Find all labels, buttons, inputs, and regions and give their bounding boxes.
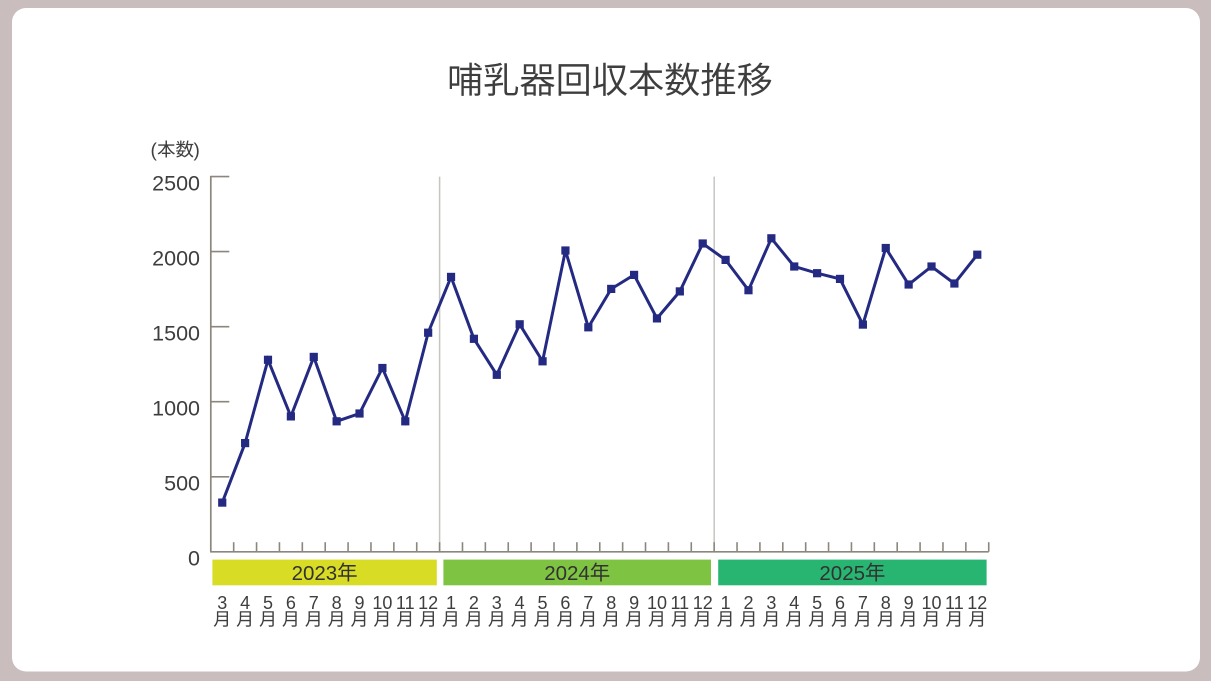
svg-text:10: 10 bbox=[647, 593, 667, 613]
svg-text:2024: 2024 bbox=[544, 562, 590, 585]
svg-text:10: 10 bbox=[922, 593, 942, 613]
svg-text:11: 11 bbox=[670, 593, 689, 613]
svg-text:3: 3 bbox=[766, 593, 776, 613]
svg-text:6: 6 bbox=[286, 593, 296, 613]
svg-text:7: 7 bbox=[309, 593, 319, 613]
svg-text:12: 12 bbox=[693, 593, 713, 613]
svg-text:6: 6 bbox=[835, 593, 845, 613]
svg-text:2000: 2000 bbox=[152, 246, 200, 270]
svg-text:5: 5 bbox=[538, 593, 548, 613]
svg-text:8: 8 bbox=[332, 593, 342, 613]
svg-text:6: 6 bbox=[560, 593, 570, 613]
svg-text:500: 500 bbox=[164, 472, 200, 496]
svg-text:7: 7 bbox=[583, 593, 593, 613]
svg-text:2023: 2023 bbox=[292, 562, 338, 585]
svg-text:8: 8 bbox=[881, 593, 891, 613]
svg-text:1000: 1000 bbox=[152, 397, 200, 421]
svg-text:): ) bbox=[194, 141, 200, 162]
svg-text:5: 5 bbox=[263, 593, 273, 613]
svg-text:4: 4 bbox=[515, 593, 525, 613]
svg-text:0: 0 bbox=[188, 547, 200, 571]
svg-text:4: 4 bbox=[789, 593, 799, 613]
svg-text:3: 3 bbox=[492, 593, 502, 613]
svg-text:9: 9 bbox=[355, 593, 365, 613]
svg-text:3: 3 bbox=[217, 593, 227, 613]
svg-text:8: 8 bbox=[606, 593, 616, 613]
svg-text:(: ( bbox=[151, 141, 158, 162]
svg-text:12: 12 bbox=[418, 593, 438, 613]
svg-text:11: 11 bbox=[945, 593, 964, 613]
svg-text:12: 12 bbox=[967, 593, 987, 613]
svg-text:10: 10 bbox=[372, 593, 392, 613]
svg-text:5: 5 bbox=[812, 593, 822, 613]
svg-text:2025: 2025 bbox=[819, 562, 865, 585]
svg-text:1500: 1500 bbox=[152, 322, 200, 346]
svg-text:9: 9 bbox=[904, 593, 914, 613]
svg-text:9: 9 bbox=[629, 593, 639, 613]
svg-text:2500: 2500 bbox=[152, 171, 200, 195]
svg-text:11: 11 bbox=[396, 593, 415, 613]
svg-text:4: 4 bbox=[240, 593, 250, 613]
svg-text:2: 2 bbox=[469, 593, 479, 613]
svg-text:1: 1 bbox=[721, 593, 731, 613]
svg-text:2: 2 bbox=[743, 593, 753, 613]
svg-text:1: 1 bbox=[446, 593, 456, 613]
svg-text:7: 7 bbox=[858, 593, 868, 613]
